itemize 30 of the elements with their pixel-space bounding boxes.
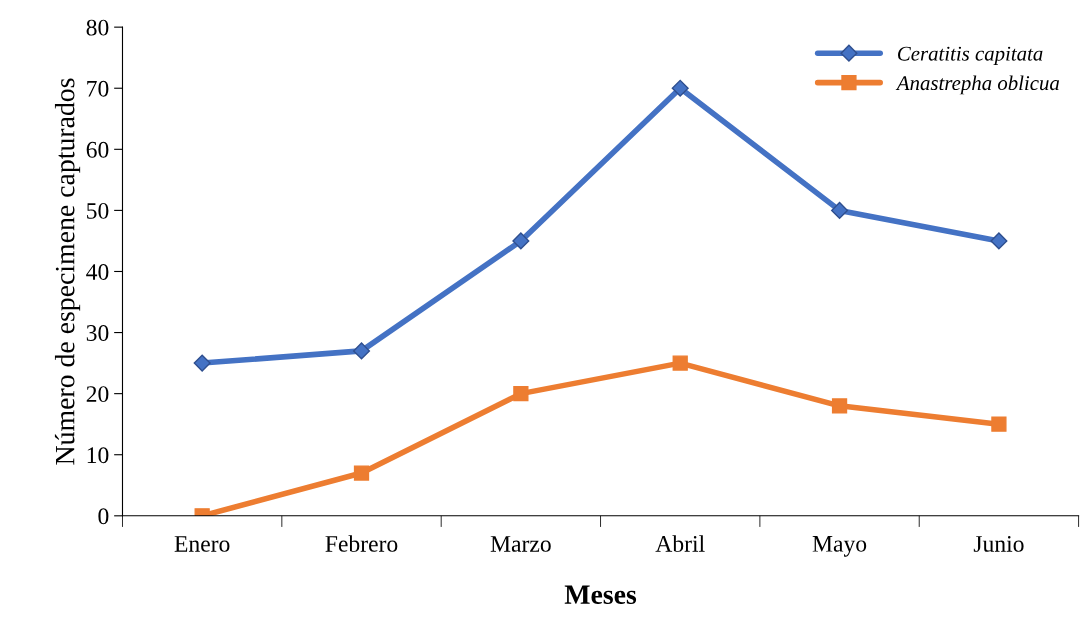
legend-label: Anastrepha oblicua [895,75,1060,95]
point [990,232,1008,250]
y-tick-label: 50 [87,202,109,219]
x-tick-label: Febrero [325,535,398,552]
point [352,342,371,360]
x-axis-title: Meses [564,585,637,604]
point [672,355,688,371]
y-tick-label: 80 [86,19,109,36]
x-tick-label: Junio [973,536,1024,552]
x-tick-label: Enero [174,536,230,552]
x-tick-label: Marzo [490,536,551,552]
y-tick-label: 60 [86,141,109,158]
point [671,79,689,97]
y-tick-label: 0 [98,508,109,525]
point [193,354,211,372]
y-tick-label: 40 [86,263,109,280]
y-tick-label: 30 [86,325,109,341]
y-tick-label: 10 [87,447,109,464]
point [831,398,848,414]
point [353,465,370,481]
y-tick-label: 70 [87,80,109,97]
x-tick-label: Abril [655,535,705,552]
x-tick-label: Mayo [812,536,867,557]
legend-label: Ceratitis capitata [898,46,1043,65]
y-tick-label: 20 [86,386,109,403]
point [831,201,849,219]
point [991,416,1007,432]
y-axis-title: Número de especimene capturados [54,78,81,465]
point [512,232,530,250]
point [513,386,529,402]
